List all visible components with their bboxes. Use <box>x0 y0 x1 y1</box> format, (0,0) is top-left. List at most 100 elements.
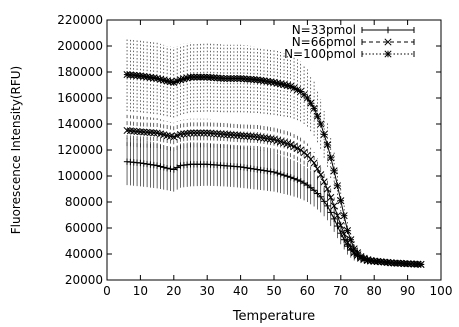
marker-stroke <box>353 249 362 257</box>
marker-stroke <box>277 80 285 88</box>
marker-stroke <box>146 129 154 137</box>
data-point-marker <box>313 112 321 120</box>
marker-stroke <box>230 131 238 139</box>
x-tick-label: 90 <box>400 284 415 298</box>
data-point-marker <box>167 165 174 173</box>
marker-stroke <box>193 73 201 81</box>
marker-stroke <box>213 130 221 138</box>
marker-stroke <box>333 182 342 190</box>
data-point-marker <box>294 176 301 184</box>
data-point-marker <box>244 164 251 172</box>
marker-stroke <box>220 74 228 83</box>
marker-stroke <box>250 133 258 141</box>
data-point-marker <box>160 164 167 171</box>
y-tick-label: 60000 <box>65 221 103 235</box>
y-tick-label: 140000 <box>57 117 103 131</box>
data-point-marker <box>260 167 268 174</box>
data-point-marker <box>150 161 157 169</box>
marker-stroke <box>140 128 148 136</box>
legend-label: N=33pmol <box>292 23 356 37</box>
marker-stroke <box>140 72 148 80</box>
x-tick-label: 10 <box>133 284 148 298</box>
data-point-marker <box>140 160 147 167</box>
marker-stroke <box>313 165 321 173</box>
y-tick-label: 80000 <box>65 195 103 209</box>
marker-stroke <box>340 212 348 220</box>
marker-stroke <box>163 132 171 140</box>
data-point-marker <box>327 209 334 216</box>
marker-stroke <box>313 112 321 120</box>
data-point-marker <box>317 120 325 128</box>
marker-stroke <box>210 130 218 138</box>
data-point-marker <box>384 50 392 58</box>
y-tick-label: 100000 <box>57 169 103 183</box>
marker-stroke <box>160 76 168 84</box>
marker-stroke <box>223 131 231 139</box>
marker-stroke <box>280 139 288 147</box>
marker-stroke <box>123 71 131 79</box>
data-point-marker <box>257 166 264 174</box>
marker-stroke <box>410 260 418 268</box>
data-point-marker <box>330 167 338 175</box>
marker-stroke <box>317 120 325 128</box>
marker-stroke <box>203 73 211 81</box>
marker-stroke <box>307 155 315 163</box>
data-point-marker <box>384 38 392 46</box>
marker-stroke <box>143 128 151 136</box>
data-point-marker <box>414 260 422 268</box>
marker-stroke <box>130 71 138 79</box>
y-tick-label: 200000 <box>57 39 103 53</box>
data-point-marker <box>190 129 198 137</box>
marker-stroke <box>300 91 308 99</box>
data-point-marker <box>304 181 311 189</box>
marker-stroke <box>283 140 291 148</box>
data-point-marker <box>254 166 261 173</box>
data-point-marker <box>193 129 201 137</box>
data-point-marker <box>300 149 308 157</box>
marker-stroke <box>243 75 251 83</box>
marker-stroke <box>320 130 328 138</box>
marker-stroke <box>290 142 298 151</box>
marker-stroke <box>186 129 195 137</box>
data-point-marker <box>350 245 358 253</box>
marker-stroke <box>123 126 131 135</box>
marker-stroke <box>363 256 372 264</box>
marker-stroke <box>217 74 225 82</box>
marker-stroke <box>330 202 338 210</box>
marker-stroke <box>206 129 215 137</box>
marker-stroke <box>303 151 311 159</box>
marker-stroke <box>247 132 255 141</box>
marker-stroke <box>293 86 301 94</box>
marker-stroke <box>297 87 305 96</box>
marker-stroke <box>150 129 158 137</box>
marker-stroke <box>247 75 255 83</box>
data-point-marker <box>270 168 278 176</box>
data-point-marker <box>330 202 338 210</box>
marker-stroke <box>387 259 395 267</box>
data-point-marker <box>264 167 271 175</box>
data-point-marker <box>237 163 244 171</box>
marker-stroke <box>257 76 265 84</box>
x-tick-label: 0 <box>103 284 111 298</box>
x-tick-label: 40 <box>233 284 248 298</box>
marker-stroke <box>400 260 408 268</box>
marker-stroke <box>280 81 288 89</box>
marker-stroke <box>270 136 278 144</box>
markers-layer <box>123 71 425 268</box>
data-point-marker <box>284 173 291 180</box>
data-point-marker <box>157 163 164 170</box>
legend-label: N=100pmol <box>284 47 356 61</box>
data-point-marker <box>333 182 342 190</box>
marker-stroke <box>283 81 291 90</box>
data-point-marker <box>330 215 338 223</box>
marker-stroke <box>390 259 398 267</box>
data-point-marker <box>347 236 355 244</box>
marker-stroke <box>200 129 208 137</box>
marker-stroke <box>233 74 241 83</box>
marker-stroke <box>337 197 345 205</box>
y-tick-label: 180000 <box>57 65 103 79</box>
data-point-marker <box>320 130 328 138</box>
data-point-marker <box>307 184 314 191</box>
marker-stroke <box>357 253 365 261</box>
